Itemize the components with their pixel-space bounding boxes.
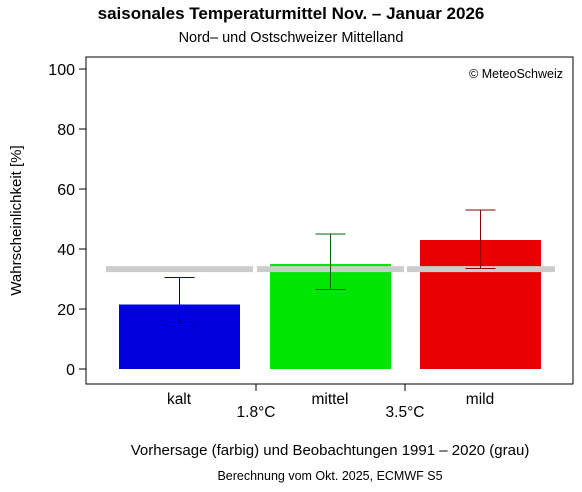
plot-frame [85, 56, 574, 385]
category-label-mild: mild [466, 391, 494, 408]
chart-subtitle: Nord– und Ostschweizer Mittelland [178, 30, 404, 46]
x-axis-caption: Vorhersage (farbig) und Beobachtungen 19… [130, 442, 530, 459]
y-axis-label: Wahrscheinlichkeit [%] [8, 145, 25, 295]
copyright-annotation: © MeteoSchweiz [469, 67, 563, 81]
threshold-label: 3.5°C [386, 404, 425, 421]
y-tick-label: 20 [57, 302, 75, 319]
y-tick-label: 40 [57, 242, 75, 259]
category-label-kalt: kalt [167, 391, 192, 408]
y-tick-label: 100 [48, 62, 75, 79]
y-tick-label: 0 [66, 362, 75, 379]
category-label-mittel: mittel [311, 391, 348, 408]
footnote: Berechnung vom Okt. 2025, ECMWF S5 [217, 469, 443, 483]
y-tick-label: 60 [57, 182, 75, 199]
threshold-label: 1.8°C [237, 404, 276, 421]
y-tick-label: 80 [57, 122, 75, 139]
chart-title: saisonales Temperaturmittel Nov. – Janua… [97, 4, 485, 23]
